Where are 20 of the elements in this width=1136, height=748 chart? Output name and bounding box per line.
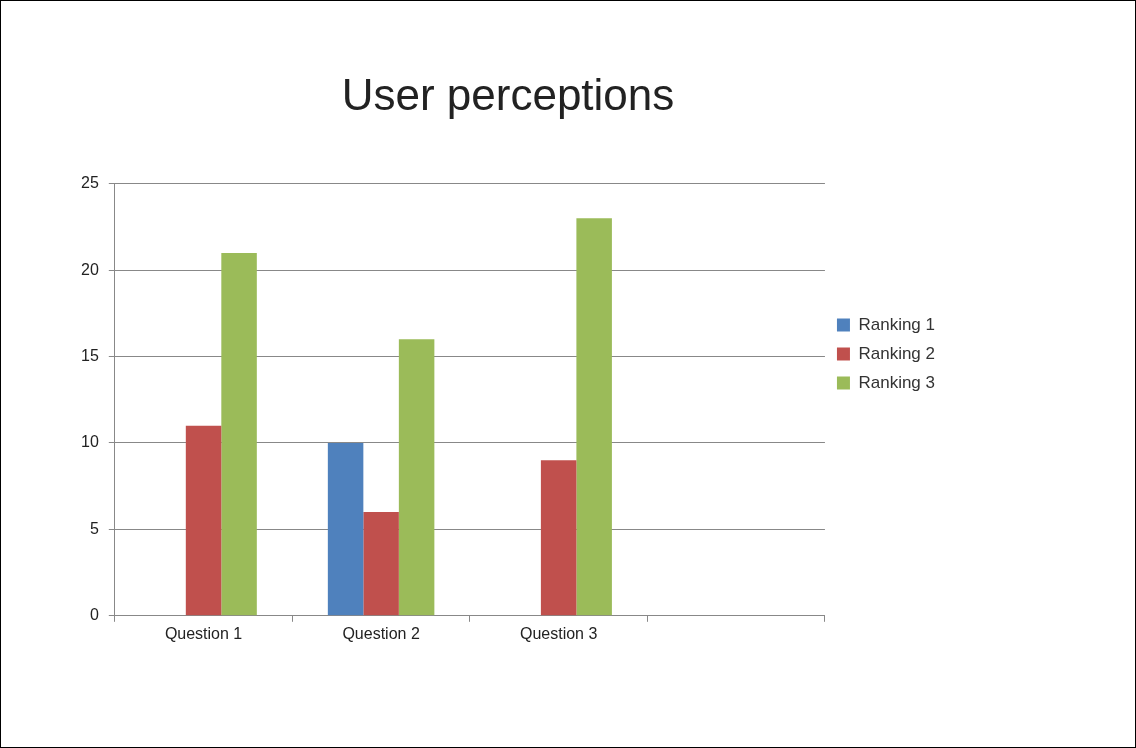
legend-label: Ranking 1 [858, 314, 936, 334]
bar [363, 512, 399, 616]
x-tick-label: Question 3 [519, 624, 598, 642]
y-tick-label: 5 [89, 519, 99, 537]
chart-title: User perceptions [341, 69, 675, 119]
bar [576, 218, 612, 616]
legend-label: Ranking 3 [858, 372, 936, 392]
x-tick-label: Question 1 [164, 624, 243, 642]
bar [327, 443, 364, 616]
y-tick-label: 15 [81, 347, 99, 365]
y-tick-label: 10 [81, 433, 99, 451]
y-tick-label: 0 [89, 606, 99, 624]
x-tick-label: Question 2 [342, 624, 420, 642]
bar [185, 425, 222, 616]
bar [221, 252, 257, 616]
bar [540, 460, 577, 616]
bar [398, 339, 435, 616]
y-tick-label: 20 [81, 260, 99, 278]
legend-label: Ranking 2 [858, 343, 936, 363]
y-tick-label: 25 [81, 174, 99, 192]
